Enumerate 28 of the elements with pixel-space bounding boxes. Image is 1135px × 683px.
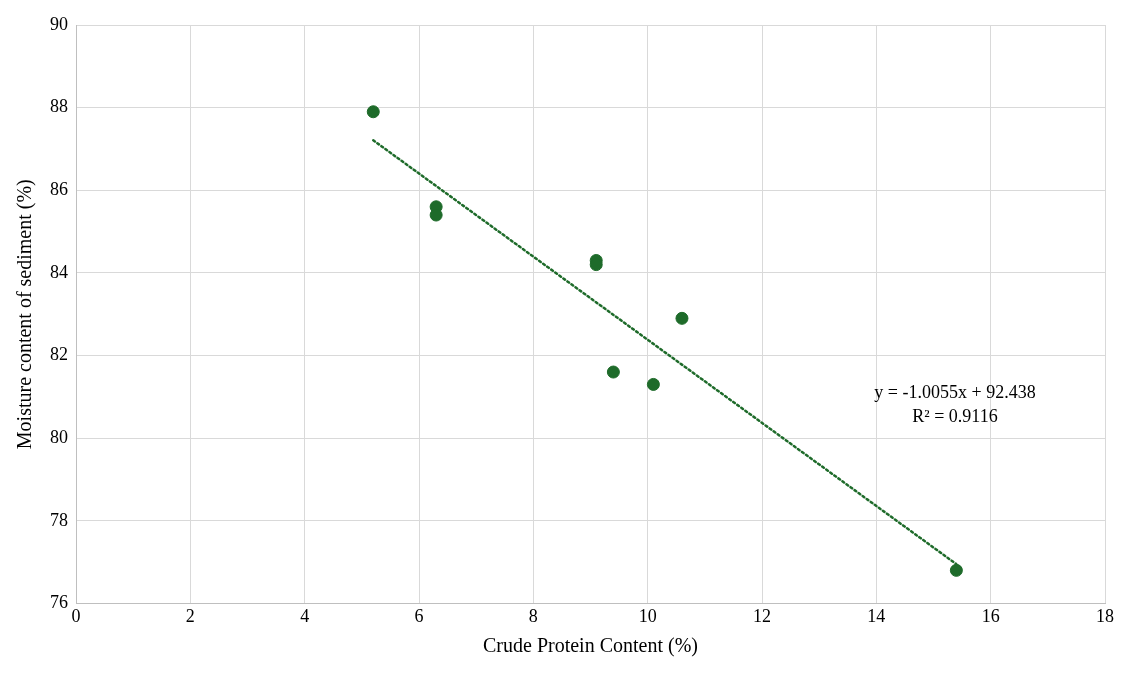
- y-tick-label: 76: [50, 592, 68, 613]
- y-tick-label: 88: [50, 96, 68, 117]
- x-tick-label: 2: [185, 605, 195, 626]
- y-tick-label: 82: [50, 344, 68, 365]
- x-axis-title: Crude Protein Content (%): [483, 634, 698, 658]
- x-tick-label: 16: [981, 605, 1000, 626]
- x-tick-label: 14: [867, 605, 886, 626]
- x-tick-label: 4: [300, 605, 310, 626]
- point: [949, 563, 963, 577]
- annotation: y = -1.0055x + 92.438: [874, 382, 1036, 403]
- y-tick-label: 80: [50, 426, 68, 447]
- x-tick-label: 8: [528, 605, 538, 626]
- point: [646, 377, 660, 391]
- point: [429, 208, 443, 222]
- point: [366, 105, 380, 119]
- point: [675, 311, 689, 325]
- y-tick-label: 78: [50, 509, 68, 530]
- x-tick-label: 6: [414, 605, 424, 626]
- x-tick-label: 18: [1096, 605, 1114, 626]
- x-tick-label: 10: [638, 605, 657, 626]
- x-tick-label: 12: [753, 605, 771, 626]
- annotation: R² = 0.9116: [912, 406, 998, 427]
- y-tick-label: 90: [50, 13, 68, 34]
- y-tick-label: 86: [50, 178, 68, 199]
- y-axis-title: Moisture content of sediment (%): [13, 179, 37, 450]
- point: [606, 365, 620, 379]
- x-tick-label: 0: [71, 605, 81, 626]
- y-tick-label: 84: [50, 261, 68, 282]
